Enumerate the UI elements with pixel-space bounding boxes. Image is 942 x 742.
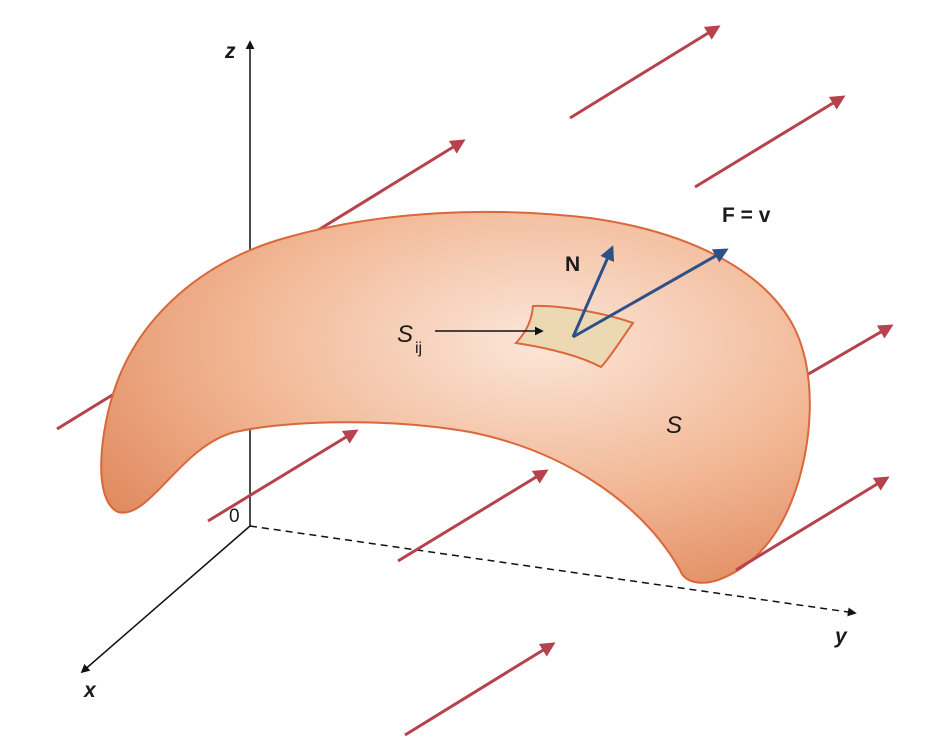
field-arrow <box>397 469 549 563</box>
patch-label-subscript: ij <box>415 340 422 357</box>
patch-label: S <box>397 321 413 348</box>
y-axis <box>249 525 857 617</box>
z-axis-label: z <box>224 40 236 63</box>
field-arrow <box>694 95 846 189</box>
field-arrow <box>735 476 890 572</box>
field-arrows-front <box>207 429 890 737</box>
field-arrow <box>404 642 556 737</box>
origin-label: 0 <box>229 506 240 527</box>
normal-vector <box>571 245 615 338</box>
field-arrow <box>207 429 359 523</box>
x-axis <box>80 525 251 674</box>
x-axis-label: x <box>83 679 97 702</box>
field-label: F = v <box>722 204 771 227</box>
surface-label: S <box>666 412 682 439</box>
y-axis-label: y <box>834 625 848 648</box>
normal-label: N <box>565 253 580 276</box>
field-arrow <box>569 25 721 120</box>
field-vector <box>572 248 729 339</box>
field-arrow <box>314 139 466 234</box>
